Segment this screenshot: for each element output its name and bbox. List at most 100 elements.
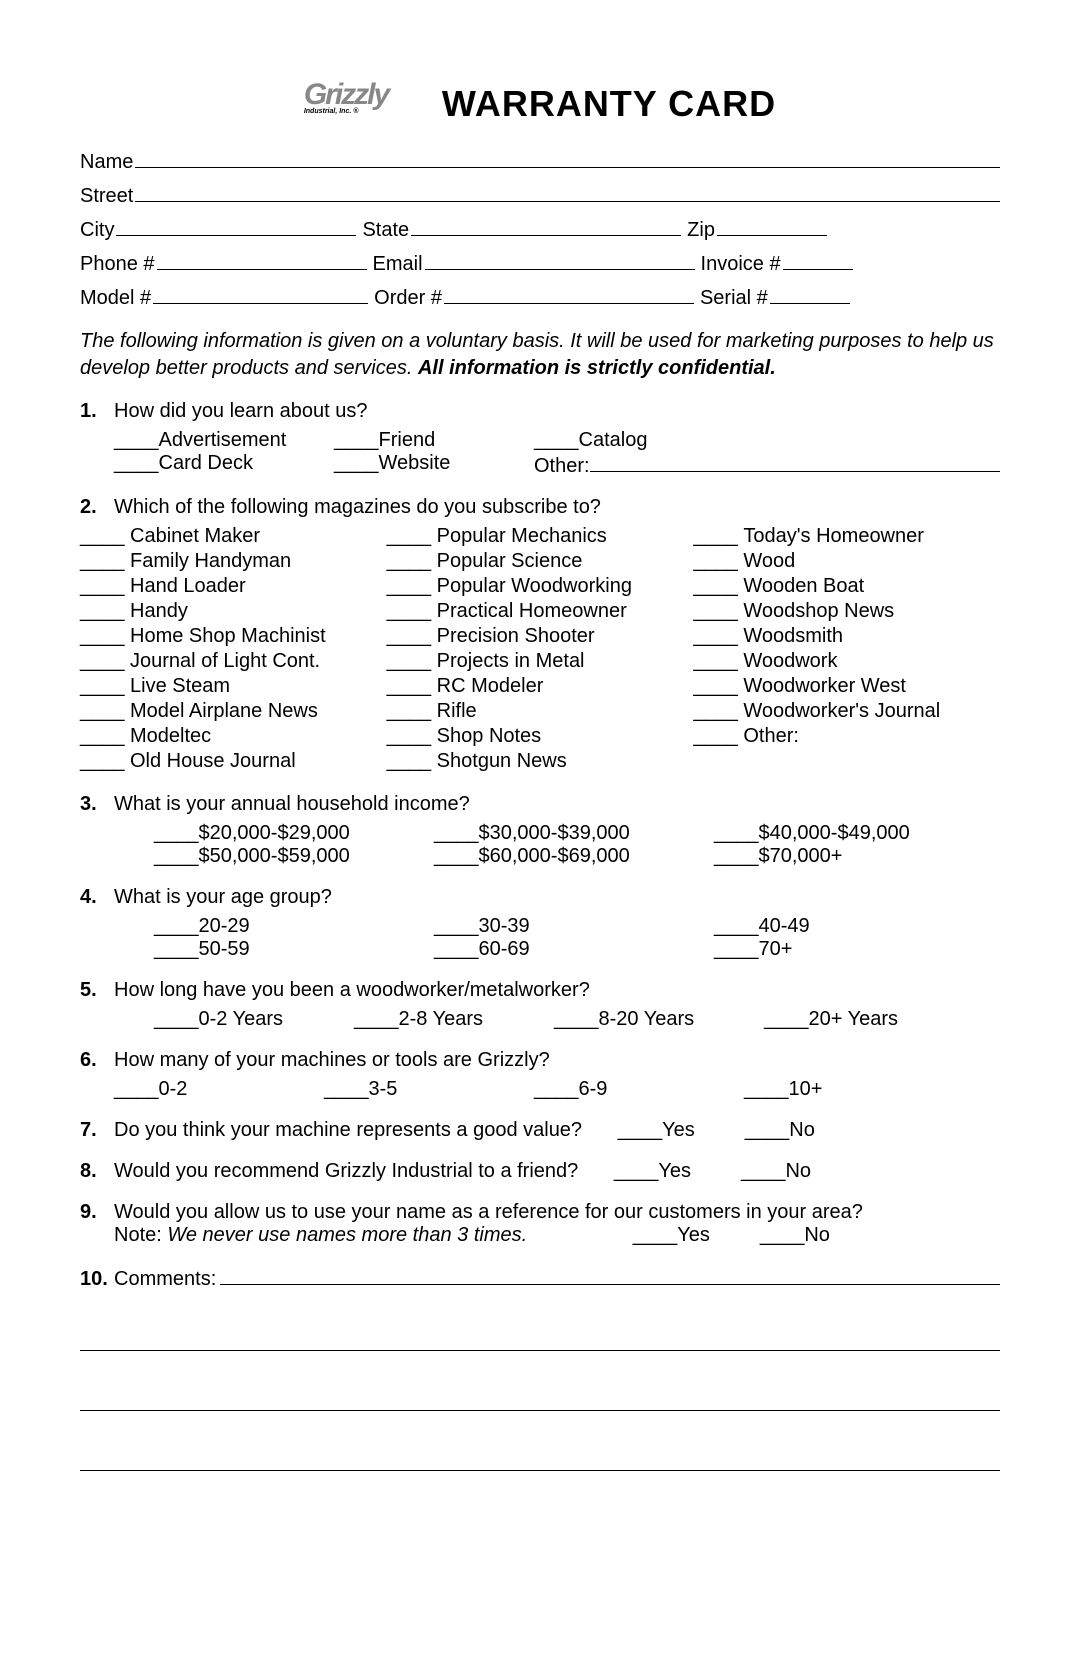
page-title: WARRANTY CARD [442, 83, 776, 125]
magazine-blank[interactable]: ____ [80, 625, 130, 648]
magazine-blank[interactable]: ____ [693, 700, 743, 723]
q3-blank[interactable]: ____ [434, 822, 479, 845]
comments-line-4[interactable] [80, 1451, 1000, 1471]
magazine-item: ____RC Modeler [387, 675, 694, 698]
comments-line-2[interactable] [80, 1331, 1000, 1351]
label-order: Order # [374, 287, 442, 310]
magazine-blank[interactable]: ____ [693, 550, 743, 573]
magazine-blank[interactable]: ____ [80, 675, 130, 698]
magazine-blank[interactable]: ____ [80, 550, 130, 573]
magazine-label: Rifle [437, 700, 477, 723]
magazine-blank[interactable]: ____ [80, 525, 130, 548]
input-street[interactable] [135, 182, 1000, 202]
q7-blank-no[interactable]: ____ [745, 1119, 790, 1142]
q1-other-input[interactable] [590, 452, 1000, 472]
q6-blank[interactable]: ____ [114, 1078, 159, 1101]
q6-blank[interactable]: ____ [324, 1078, 369, 1101]
magazine-blank[interactable]: ____ [693, 525, 743, 548]
magazine-blank[interactable]: ____ [80, 575, 130, 598]
magazine-blank[interactable]: ____ [387, 550, 437, 573]
q1-options-row2: ____Card Deck ____Website Other: [114, 452, 1000, 478]
q6-blank[interactable]: ____ [744, 1078, 789, 1101]
q5-blank[interactable]: ____ [154, 1008, 199, 1031]
magazine-item: ____Model Airplane News [80, 700, 387, 723]
magazine-label: Modeltec [130, 725, 211, 748]
q9-blank-no[interactable]: ____ [760, 1224, 805, 1247]
magazine-blank[interactable]: ____ [387, 700, 437, 723]
magazine-blank[interactable]: ____ [693, 650, 743, 673]
magazine-blank[interactable]: ____ [387, 650, 437, 673]
q4-blank[interactable]: ____ [434, 938, 479, 961]
q2-col2: ____Popular Mechanics____Popular Science… [387, 525, 694, 775]
magazine-blank[interactable]: ____ [80, 750, 130, 773]
q8-blank-no[interactable]: ____ [741, 1160, 786, 1183]
q3-blank[interactable]: ____ [714, 822, 759, 845]
magazine-blank[interactable]: ____ [387, 575, 437, 598]
q4-blank[interactable]: ____ [154, 915, 199, 938]
comments-line-3[interactable] [80, 1391, 1000, 1411]
input-phone[interactable] [157, 250, 367, 270]
magazine-blank[interactable]: ____ [693, 675, 743, 698]
q3-blank[interactable]: ____ [154, 845, 199, 868]
input-city[interactable] [116, 216, 356, 236]
q2-text: Which of the following magazines do you … [114, 496, 1000, 519]
question-6: 6. How many of your machines or tools ar… [80, 1049, 1000, 1072]
q1-blank-carddeck[interactable]: ____ [114, 452, 159, 475]
q3-blank[interactable]: ____ [154, 822, 199, 845]
q6-opts: ____0-2 ____3-5 ____6-9 ____10+ [114, 1078, 1000, 1101]
magazine-item: ____Shop Notes [387, 725, 694, 748]
magazine-blank[interactable]: ____ [387, 525, 437, 548]
q5-blank[interactable]: ____ [764, 1008, 809, 1031]
q1-blank-catalog[interactable]: ____ [534, 429, 579, 452]
magazine-blank[interactable]: ____ [693, 600, 743, 623]
label-name: Name [80, 151, 133, 174]
magazine-blank[interactable]: ____ [693, 725, 743, 748]
q6-text: How many of your machines or tools are G… [114, 1049, 1000, 1072]
input-state[interactable] [411, 216, 681, 236]
q3-blank[interactable]: ____ [714, 845, 759, 868]
q1-opt-website: Website [379, 452, 451, 475]
magazine-blank[interactable]: ____ [693, 575, 743, 598]
q6-opt: 0-2 [159, 1078, 188, 1101]
q1-blank-website[interactable]: ____ [334, 452, 379, 475]
input-invoice[interactable] [783, 250, 853, 270]
magazine-blank[interactable]: ____ [387, 750, 437, 773]
input-email[interactable] [425, 250, 695, 270]
magazine-item: ____Projects in Metal [387, 650, 694, 673]
q4-blank[interactable]: ____ [154, 938, 199, 961]
magazine-blank[interactable]: ____ [80, 600, 130, 623]
q4-blank[interactable]: ____ [714, 915, 759, 938]
magazine-item: ____Woodworker West [693, 675, 1000, 698]
q4-blank[interactable]: ____ [434, 915, 479, 938]
magazine-blank[interactable]: ____ [693, 625, 743, 648]
q8-blank-yes[interactable]: ____ [614, 1160, 659, 1183]
q7-blank-yes[interactable]: ____ [618, 1119, 663, 1142]
input-zip[interactable] [717, 216, 827, 236]
q1-blank-ad[interactable]: ____ [114, 429, 159, 452]
q9-blank-yes[interactable]: ____ [633, 1224, 678, 1247]
magazine-blank[interactable]: ____ [387, 625, 437, 648]
input-order[interactable] [444, 284, 694, 304]
q9-yes: Yes [677, 1224, 710, 1247]
q9-note: We never use names more than 3 times. [167, 1224, 527, 1246]
input-model[interactable] [153, 284, 368, 304]
q1-blank-friend[interactable]: ____ [334, 429, 379, 452]
input-name[interactable] [135, 148, 1000, 168]
magazine-blank[interactable]: ____ [80, 650, 130, 673]
magazine-blank[interactable]: ____ [387, 725, 437, 748]
magazine-blank[interactable]: ____ [80, 725, 130, 748]
input-serial[interactable] [770, 284, 850, 304]
question-7: 7. Do you think your machine represents … [80, 1119, 1000, 1142]
magazine-blank[interactable]: ____ [80, 700, 130, 723]
magazine-item: ____Cabinet Maker [80, 525, 387, 548]
q5-blank[interactable]: ____ [554, 1008, 599, 1031]
magazine-item: ____Other: [693, 725, 1000, 748]
q3-blank[interactable]: ____ [434, 845, 479, 868]
magazine-blank[interactable]: ____ [387, 600, 437, 623]
magazine-blank[interactable]: ____ [387, 675, 437, 698]
magazine-item: ____Live Steam [80, 675, 387, 698]
q5-blank[interactable]: ____ [354, 1008, 399, 1031]
q6-blank[interactable]: ____ [534, 1078, 579, 1101]
q4-blank[interactable]: ____ [714, 938, 759, 961]
comments-line-1[interactable] [220, 1265, 1000, 1285]
